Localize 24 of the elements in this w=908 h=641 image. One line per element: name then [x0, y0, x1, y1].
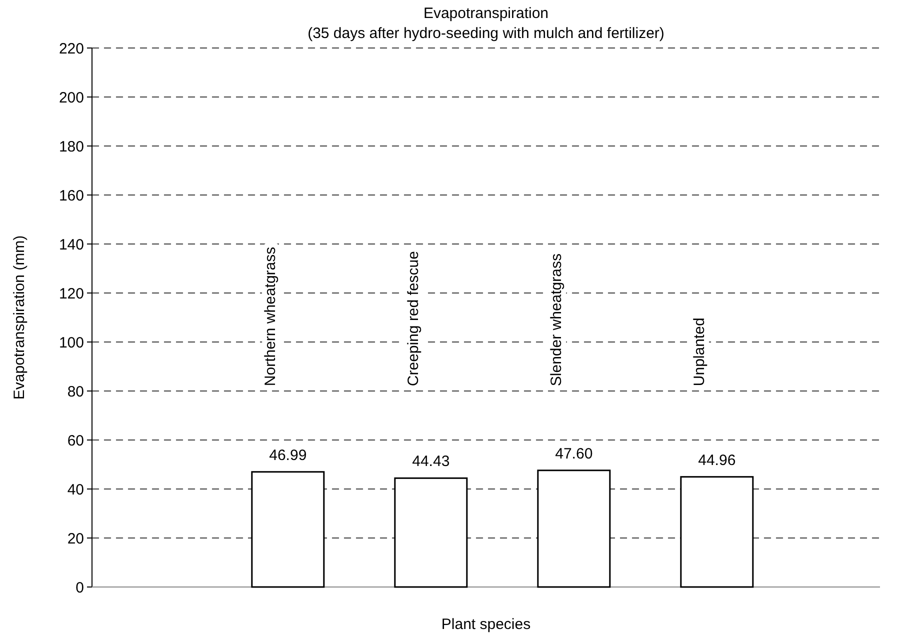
- y-tick-label: 220: [58, 40, 84, 58]
- y-tick-label: 60: [67, 432, 84, 450]
- x-tick-label: Northern wheatgrass: [262, 246, 279, 386]
- data-label: 46.99: [269, 446, 307, 464]
- x-tick-label: Slender wheatgrass: [548, 254, 565, 386]
- chart-title: Evapotranspiration: [423, 5, 549, 22]
- data-label: 44.96: [698, 452, 736, 469]
- y-tick-label: 20: [67, 530, 84, 548]
- y-tick-label: 100: [58, 334, 84, 352]
- y-tick-label: 200: [58, 89, 84, 106]
- y-tick-label: 160: [58, 187, 84, 204]
- x-axis-title: Plant species: [441, 616, 531, 633]
- data-label: 44.43: [412, 453, 450, 470]
- y-tick-label: 120: [58, 285, 84, 302]
- data-label: 47.60: [555, 445, 593, 462]
- y-tick-label: 0: [76, 579, 84, 596]
- y-tick-label: 180: [58, 138, 84, 156]
- chart-subtitle: (35 days after hydro-seeding with mulch and fertilizer): [308, 25, 664, 42]
- x-tick-label: Unplanted: [690, 318, 708, 386]
- y-tick-label: 140: [58, 236, 84, 254]
- y-tick-label: 80: [67, 383, 84, 400]
- x-tick-label: Creeping red fescue: [404, 251, 422, 386]
- y-tick-label: 40: [67, 481, 84, 498]
- y-axis-title: Evapotranspiration (mm): [11, 235, 28, 400]
